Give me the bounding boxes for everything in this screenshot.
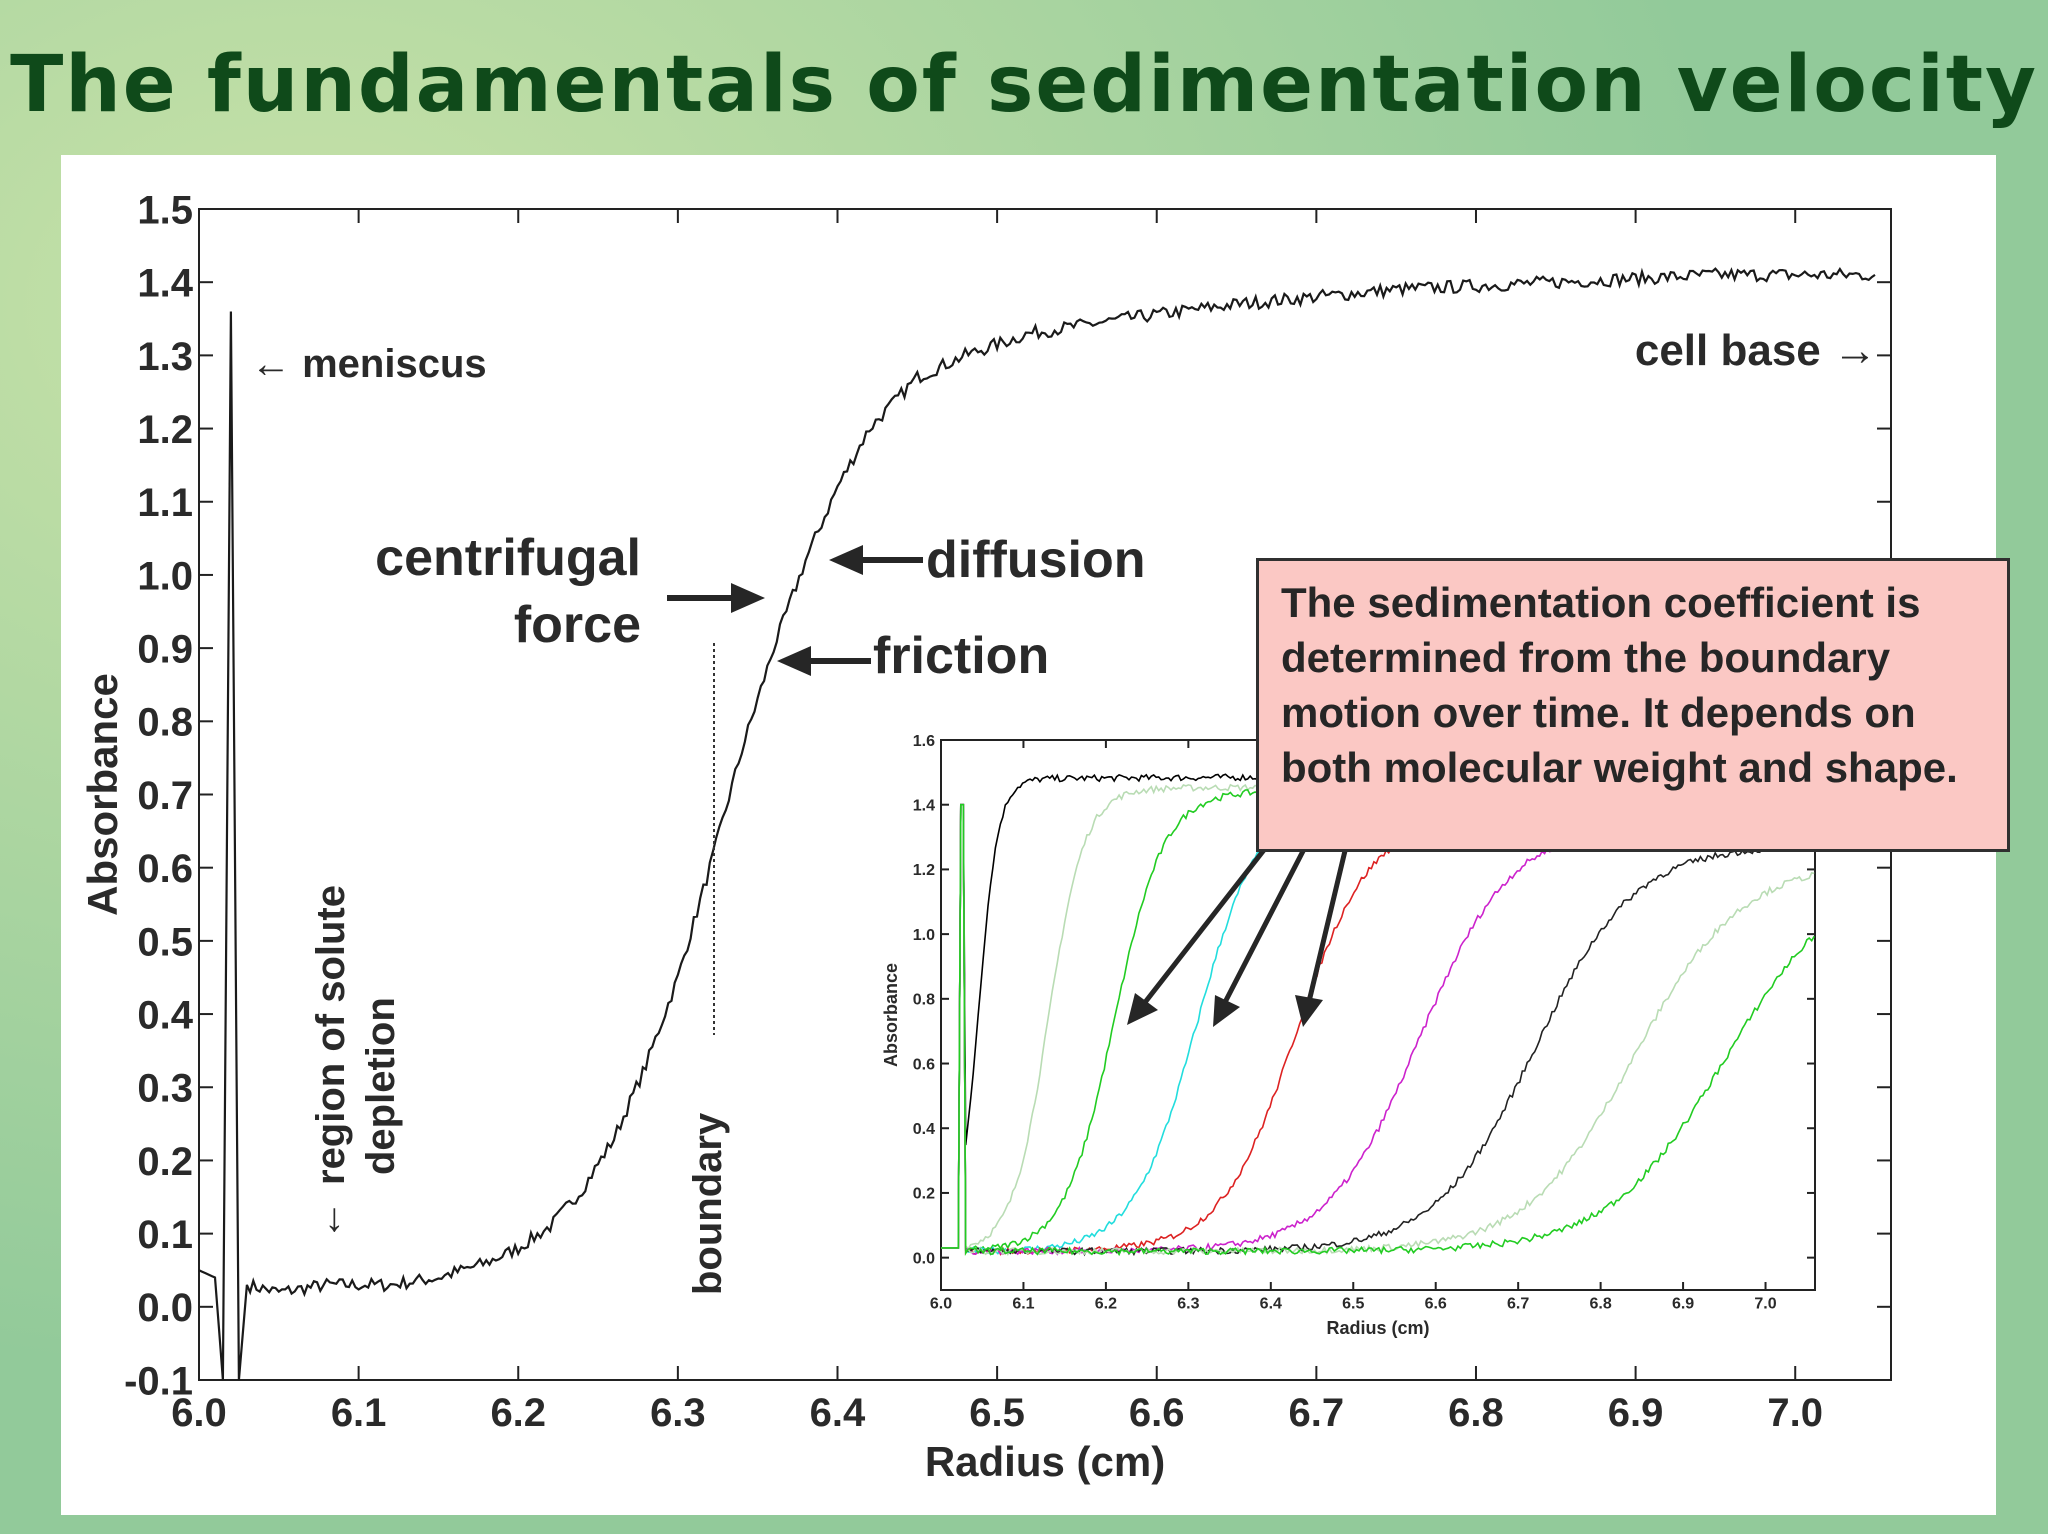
inset-ytick-label: 0.0: [913, 1250, 935, 1267]
inset-ytick-label: 1.4: [913, 797, 935, 814]
centrifugal-label: centrifugal: [375, 529, 641, 587]
inset-ytick-label: 0.2: [913, 1186, 935, 1203]
main-ytick-label: 1.0: [137, 554, 193, 598]
centrifugal-arrow-icon: [667, 583, 765, 613]
main-ytick-label: 0.6: [137, 847, 193, 891]
chart-panel: 6.0 6.1 6.2 6.3 6.4 6.5 6.6 6.7 6.8 6.9 7.0 -0.1 0.0…: [61, 155, 2010, 1515]
main-ytick-label: 0.0: [137, 1286, 193, 1330]
inset-axes: 6.0 6.1 6.2 6.3 6.4 6.5 6.6 6.7 6.8 6.9 7.0 0.0 0.2 0…: [881, 733, 1816, 1338]
friction-arrow-icon: [777, 646, 871, 676]
force-label: force: [514, 596, 641, 654]
inset-xtick-label: 6.2: [1095, 1295, 1117, 1312]
main-ytick-label: 1.3: [137, 335, 193, 379]
meniscus-label: ← meniscus: [251, 342, 487, 386]
main-ytick-label: 0.9: [137, 628, 193, 672]
inset-xtick-label: 6.7: [1507, 1295, 1529, 1312]
inset-xtick-label: 6.5: [1342, 1295, 1364, 1312]
main-xtick-label: 6.1: [331, 1391, 387, 1435]
inset-ytick-label: 1.2: [913, 862, 935, 879]
inset-xtick-label: 6.6: [1425, 1295, 1447, 1312]
main-series: [198, 267, 1876, 1381]
main-xtick-label: 6.2: [490, 1391, 546, 1435]
friction-label: friction: [873, 627, 1049, 685]
inset-series-line: [941, 803, 1815, 1257]
inset-ytick-label: 0.6: [913, 1056, 935, 1073]
main-ytick-label: 0.5: [137, 920, 193, 964]
main-series-line: [198, 267, 1876, 1381]
main-xtick-label: 6.8: [1448, 1391, 1504, 1435]
main-xtick-label: 6.9: [1608, 1391, 1664, 1435]
inset-ytick-label: 0.8: [913, 992, 935, 1009]
inset-series-line: [941, 803, 1815, 1256]
inset-ytick-label: 1.6: [913, 733, 935, 750]
main-ytick-label: 0.8: [137, 701, 193, 745]
main-ytick-label: 0.7: [137, 774, 193, 818]
inset-xtick-label: 6.8: [1589, 1295, 1611, 1312]
callout-box: The sedimentation coefficient is determi…: [1256, 558, 2010, 852]
main-xtick-label: 6.5: [969, 1391, 1025, 1435]
inset-ytick-label: 0.4: [913, 1121, 935, 1138]
cell-base-label: cell base →: [1635, 326, 1877, 375]
main-ytick-label: 0.1: [137, 1213, 193, 1257]
main-xtick-label: 6.0: [171, 1391, 227, 1435]
main-ytick-label: 0.3: [137, 1067, 193, 1111]
main-ylabel: Absorbance: [79, 673, 126, 916]
main-axes: 6.0 6.1 6.2 6.3 6.4 6.5 6.6 6.7 6.8 6.9 7.0 -0.1 0.0…: [79, 188, 1892, 1485]
inset-ytick-label: 1.0: [913, 927, 935, 944]
main-xtick-label: 7.0: [1767, 1391, 1823, 1435]
main-xtick-label: 6.7: [1289, 1391, 1345, 1435]
inset-series-line: [941, 803, 1815, 1257]
inset-xtick-label: 6.3: [1177, 1295, 1199, 1312]
inset-xtick-label: 6.9: [1672, 1295, 1694, 1312]
inset-xtick-label: 6.0: [930, 1295, 952, 1312]
inset-xtick-label: 6.1: [1012, 1295, 1034, 1312]
main-ytick-label: 1.4: [137, 262, 193, 306]
boundary-label: boundary: [686, 1112, 730, 1295]
main-ytick-label: 1.5: [137, 188, 193, 232]
depletion-arrow-icon: ←: [306, 1200, 350, 1240]
inset-xtick-label: 7.0: [1754, 1295, 1776, 1312]
main-ytick-label: 0.4: [137, 993, 193, 1037]
slide-title: The fundamentals of sedimentation veloci…: [10, 40, 2038, 130]
diffusion-arrow-icon: [829, 545, 923, 575]
chart-svg: 6.0 6.1 6.2 6.3 6.4 6.5 6.6 6.7 6.8 6.9 7.0 -0.1 0.0…: [79, 188, 1892, 1485]
inset-series-line: [941, 803, 1815, 1257]
main-xtick-label: 6.6: [1129, 1391, 1185, 1435]
inset-series-line: [941, 803, 1815, 1256]
diffusion-label: diffusion: [926, 531, 1146, 589]
inset-series-line: [941, 783, 1815, 1252]
region-label-1: region of solute: [309, 885, 353, 1185]
main-ytick-label: 1.2: [137, 408, 193, 452]
main-ytick-label: -0.1: [124, 1359, 193, 1403]
main-ytick-label: 0.2: [137, 1140, 193, 1184]
inset-xlabel: Radius (cm): [1326, 1318, 1429, 1338]
main-xtick-label: 6.4: [810, 1391, 866, 1435]
main-xtick-label: 6.3: [650, 1391, 706, 1435]
main-ytick-label: 1.1: [137, 481, 193, 525]
main-xlabel: Radius (cm): [925, 1438, 1165, 1485]
inset-xtick-label: 6.4: [1260, 1295, 1282, 1312]
region-label-2: depletion: [359, 997, 403, 1175]
inset-ylabel: Absorbance: [881, 963, 901, 1067]
